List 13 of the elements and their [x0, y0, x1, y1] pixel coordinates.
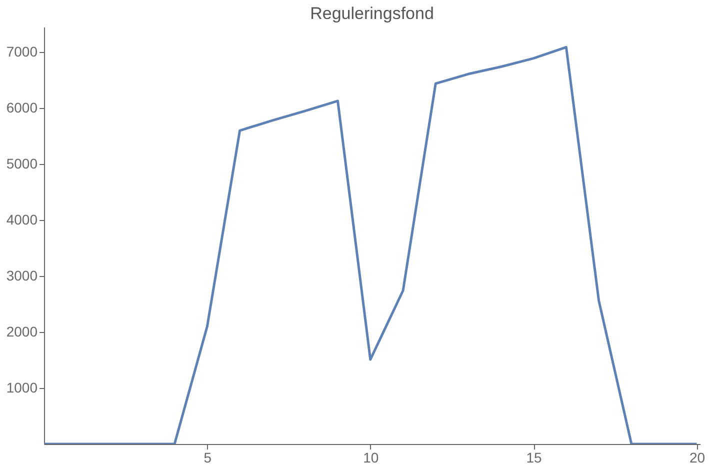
chart-title: Reguleringsfond — [310, 4, 434, 23]
line-series — [44, 46, 698, 444]
y-tick-label: 4000 — [6, 212, 38, 228]
y-tick-label: 2000 — [6, 324, 38, 340]
x-tick-label: 10 — [363, 450, 379, 466]
x-tick-label: 5 — [204, 450, 212, 466]
x-tick-label: 20 — [689, 450, 706, 466]
x-tick-label: 15 — [526, 450, 542, 466]
y-tick-label: 6000 — [6, 100, 38, 116]
y-tick-label: 1000 — [6, 380, 38, 396]
y-tick-label: 5000 — [6, 156, 38, 172]
y-tick-label: 7000 — [6, 44, 38, 60]
y-tick-label: 3000 — [6, 268, 38, 284]
